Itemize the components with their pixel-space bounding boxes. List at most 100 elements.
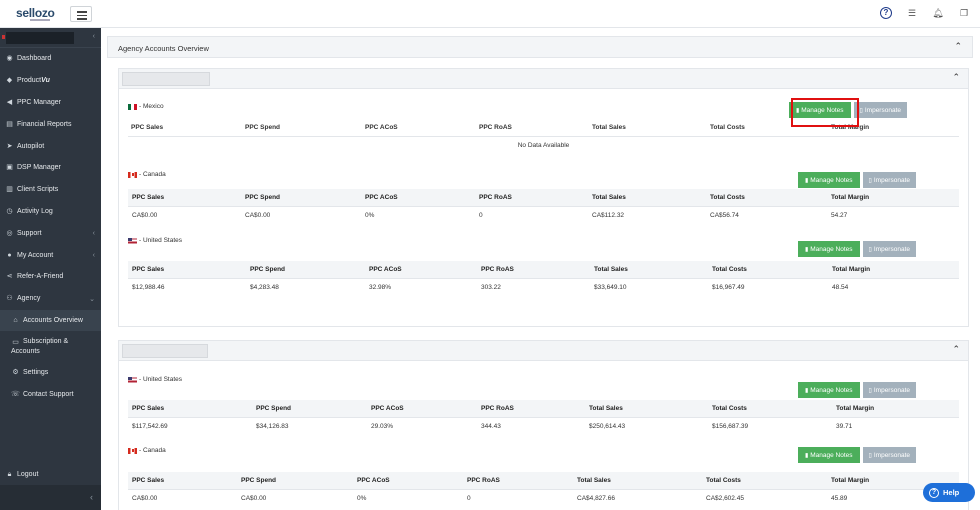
manage-notes-button[interactable]: ▮ Manage Notes [788, 102, 851, 118]
overview-header: Agency Accounts Overview ⌃ [107, 36, 973, 58]
note-icon: ▮ [804, 177, 809, 184]
sidebar-item-activity-log[interactable]: ◷ Activity Log [6, 207, 53, 215]
manage-notes-button[interactable]: ▮ Manage Notes [797, 241, 860, 257]
car-icon: ▣ [6, 164, 13, 172]
metrics-table: PPC Sales PPC Spend PPC ACoS PPC RoAS To… [128, 119, 959, 155]
tag-icon: ◆ [6, 77, 13, 85]
report-icon: ▤ [6, 120, 13, 128]
country-label: - Mexico [128, 103, 164, 110]
flag-icon [2, 35, 5, 39]
sidebar-item-productvu[interactable]: ◆ Product Vu [6, 77, 50, 85]
col-total-costs: Total Costs [710, 194, 745, 201]
hamburger-menu-button[interactable] [70, 6, 92, 22]
no-data-message: No Data Available [517, 142, 570, 149]
manage-notes-button[interactable]: ▮ Manage Notes [797, 382, 860, 398]
table-row: CA$0.00 CA$0.00 0% 0 CA$112.32 CA$56.74 … [132, 212, 848, 219]
chevron-left-icon: ‹ [92, 33, 95, 40]
list-icon[interactable]: ☰ [907, 8, 917, 18]
question-circle-icon: ? [929, 487, 939, 498]
country-label: - United States [128, 237, 182, 244]
share-icon: ⋖ [6, 273, 13, 281]
collapse-caret-icon[interactable]: ⌃ [954, 41, 962, 51]
sidebar-item-logout[interactable]: 🔒︎ Logout [0, 464, 101, 486]
action-buttons: ▮ Manage Notes ▯ Impersonate [797, 241, 916, 257]
us-flag-icon [128, 376, 137, 383]
col-total-costs: Total Costs [712, 266, 747, 273]
sidebar-item-financial-reports[interactable]: ▤ Financial Reports [6, 120, 72, 128]
sidebar-item-dashboard[interactable]: ◉ Dashboard [6, 55, 52, 63]
sidebar-item-subscription-accounts[interactable]: ▭ Subscription & Accounts [11, 338, 69, 356]
impersonate-button[interactable]: ▯ Impersonate [862, 382, 916, 398]
impersonate-icon: ▯ [859, 107, 863, 114]
collapse-caret-icon[interactable]: ⌃ [952, 344, 960, 354]
rocket-icon: ➤ [6, 142, 13, 150]
mexico-flag-icon [128, 103, 137, 110]
users-icon: ⚇ [6, 295, 13, 303]
agency-panel: ⌃ - Mexico ▮ Manage Notes ▯ Impersonate PP… [118, 68, 969, 327]
col-ppc-sales: PPC Sales [132, 405, 165, 412]
sidebar-item-dsp-manager[interactable]: ▣ DSP Manager [6, 164, 61, 172]
col-total-costs: Total Costs [710, 124, 745, 131]
country-row-mexico: - Mexico ▮ Manage Notes ▯ Impersonate [128, 99, 959, 119]
impersonate-button[interactable]: ▯ Impersonate [853, 102, 907, 118]
sellozo-logo[interactable]: sellozo [16, 6, 55, 20]
impersonate-button[interactable]: ▯ Impersonate [862, 241, 916, 257]
col-ppc-spend: PPC Spend [245, 124, 281, 131]
collapse-caret-icon[interactable]: ⌃ [952, 72, 960, 82]
country-row-united-states: - United States ▮ Manage Notes ▯ Impersona… [128, 235, 959, 261]
note-icon: ▮ [804, 387, 809, 394]
col-ppc-acos: PPC ACoS [365, 124, 398, 131]
table-header: PPC Sales PPC Spend PPC ACoS PPC RoAS To… [128, 472, 959, 490]
dashboard-icon: ◉ [6, 55, 13, 63]
sidebar-item-accounts-overview[interactable]: ⌂ Accounts Overview [0, 309, 101, 332]
country-row-canada: - Canada ▮ Manage Notes ▯ Impersonate [128, 169, 959, 189]
question-circle-icon[interactable]: ? [880, 7, 892, 19]
impersonate-button[interactable]: ▯ Impersonate [862, 172, 916, 188]
sidebar-item-agency[interactable]: ⚇ Agency ⌄ [6, 295, 95, 303]
agency-panel: ⌃ - United States ▮ Manage Notes ▯ Imperso… [118, 340, 969, 510]
redacted-agency-name [122, 72, 210, 86]
agency-header: ⌃ [119, 341, 968, 361]
col-ppc-acos: PPC ACoS [371, 405, 404, 412]
col-ppc-sales: PPC Sales [131, 124, 164, 131]
sidebar-collapse-bar[interactable]: ‹ [0, 485, 101, 510]
note-icon: ▮ [804, 452, 809, 459]
col-total-margin: Total Margin [831, 194, 870, 201]
table-row: CA$0.00 CA$0.00 0% 0 CA$4,827.66 CA$2,60… [132, 495, 848, 502]
col-ppc-spend: PPC Spend [250, 266, 286, 273]
sidebar-item-refer-a-friend[interactable]: ⋖ Refer-A-Friend [6, 273, 64, 281]
table-header: PPC Sales PPC Spend PPC ACoS PPC RoAS To… [128, 119, 959, 137]
col-ppc-roas: PPC RoAS [467, 477, 500, 484]
sidebar-item-my-account[interactable]: ● My Account ‹ [0, 244, 101, 266]
country-row-canada: - Canada ▮ Manage Notes ▯ Impersonate [128, 446, 959, 472]
bell-icon[interactable]: 🔔︎ [932, 8, 944, 18]
col-total-sales: Total Sales [589, 405, 623, 412]
country-label: - United States [128, 376, 182, 383]
sidebar-item-contact-support[interactable]: ☏ Contact Support [11, 390, 74, 398]
col-total-margin: Total Margin [832, 266, 871, 273]
impersonate-button[interactable]: ▯ Impersonate [862, 447, 916, 463]
windows-icon[interactable]: ❐ [959, 8, 969, 18]
megaphone-icon: ◀ [6, 98, 13, 106]
col-ppc-spend: PPC Spend [245, 194, 281, 201]
sidebar-item-support[interactable]: ◎ Support ‹ [6, 229, 95, 237]
country-label: - Canada [128, 171, 166, 178]
sidebar-item-ppc-manager[interactable]: ◀ PPC Manager [6, 98, 61, 106]
action-buttons: ▮ Manage Notes ▯ Impersonate [797, 382, 916, 398]
sidebar-item-autopilot[interactable]: ➤ Autopilot [6, 142, 45, 150]
table-row: No Data Available [128, 137, 959, 155]
canada-flag-icon [128, 171, 137, 178]
manage-notes-button[interactable]: ▮ Manage Notes [797, 172, 860, 188]
highlight-box [791, 98, 859, 127]
country-row-united-states: - United States ▮ Manage Notes ▯ Impersona… [128, 374, 959, 400]
sidebar-item-settings[interactable]: ⚙ Settings [12, 368, 49, 376]
impersonate-icon: ▯ [868, 387, 872, 394]
impersonate-icon: ▯ [868, 177, 872, 184]
sidebar-item-client-scripts[interactable]: ▥ Client Scripts [6, 186, 59, 194]
server-icon: ▥ [6, 186, 13, 194]
account-selector[interactable]: ‹ [0, 28, 101, 48]
help-button[interactable]: ? Help [923, 483, 975, 502]
support-icon: ◎ [6, 229, 13, 237]
manage-notes-button[interactable]: ▮ Manage Notes [797, 447, 860, 463]
country-label: - Canada [128, 447, 166, 454]
